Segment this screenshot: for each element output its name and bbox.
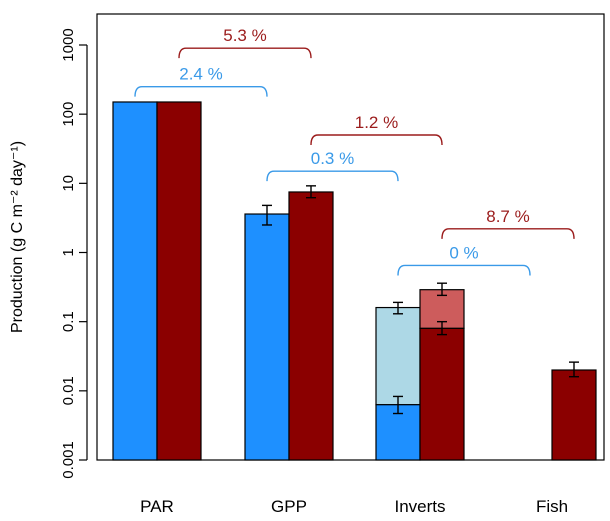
x-tick-label-par: PAR — [140, 497, 174, 516]
y-tick-label: 0.01 — [60, 376, 77, 405]
bar-inverts-red — [419, 327, 465, 461]
x-tick-label-fish: Fish — [536, 497, 568, 516]
x-tick-label-inverts: Inverts — [394, 497, 445, 516]
bar-par-red — [156, 101, 202, 461]
bracket-red-inverts-fish — [441, 228, 575, 239]
plot-area — [96, 13, 605, 461]
annotation-label-red: 1.2 % — [355, 113, 398, 132]
error-bars-group — [262, 185, 579, 415]
annotation-label-red: 5.3 % — [223, 26, 266, 45]
annotation-label-blue: 0.3 % — [311, 149, 354, 168]
bar-fish-red — [551, 369, 597, 461]
bars-group — [112, 101, 597, 461]
bar-inverts-blue — [375, 404, 421, 461]
y-axis: 0.001 0.01 0.1 1 10 100 1000 — [60, 28, 88, 479]
y-tick-label: 0.001 — [60, 441, 77, 479]
annotation-label-blue: 0 % — [449, 243, 478, 262]
annotation-label-blue: 2.4 % — [179, 65, 222, 84]
bracket-blue-par-gpp — [134, 85, 268, 97]
annotations-group: 2.4 % 5.3 % 0.3 %1.2 % 0 % 8.7 % — [134, 26, 575, 276]
bar-gpp-blue — [244, 213, 290, 461]
bracket-red-par-gpp — [178, 47, 312, 59]
y-tick-label: 0.1 — [60, 311, 77, 332]
x-axis: PAR GPP Inverts Fish — [140, 497, 568, 516]
x-tick-label-gpp: GPP — [271, 497, 307, 516]
y-tick-label: 1 — [60, 248, 77, 256]
bracket-red-gpp-inverts — [310, 134, 443, 146]
y-axis-label: Production (g C m⁻² day⁻¹) — [9, 141, 26, 333]
bar-inverts-blue — [375, 306, 421, 406]
y-tick-label: 1000 — [60, 28, 77, 61]
plot-border — [96, 13, 605, 461]
y-tick-label: 10 — [60, 175, 77, 192]
bracket-blue-inverts-fish — [397, 264, 531, 276]
y-tick-label: 100 — [60, 102, 77, 127]
bracket-blue-gpp-inverts — [266, 170, 399, 182]
annotation-label-red: 8.7 % — [486, 207, 529, 226]
bar-gpp-red — [288, 191, 334, 461]
bar-par-blue — [112, 101, 158, 461]
